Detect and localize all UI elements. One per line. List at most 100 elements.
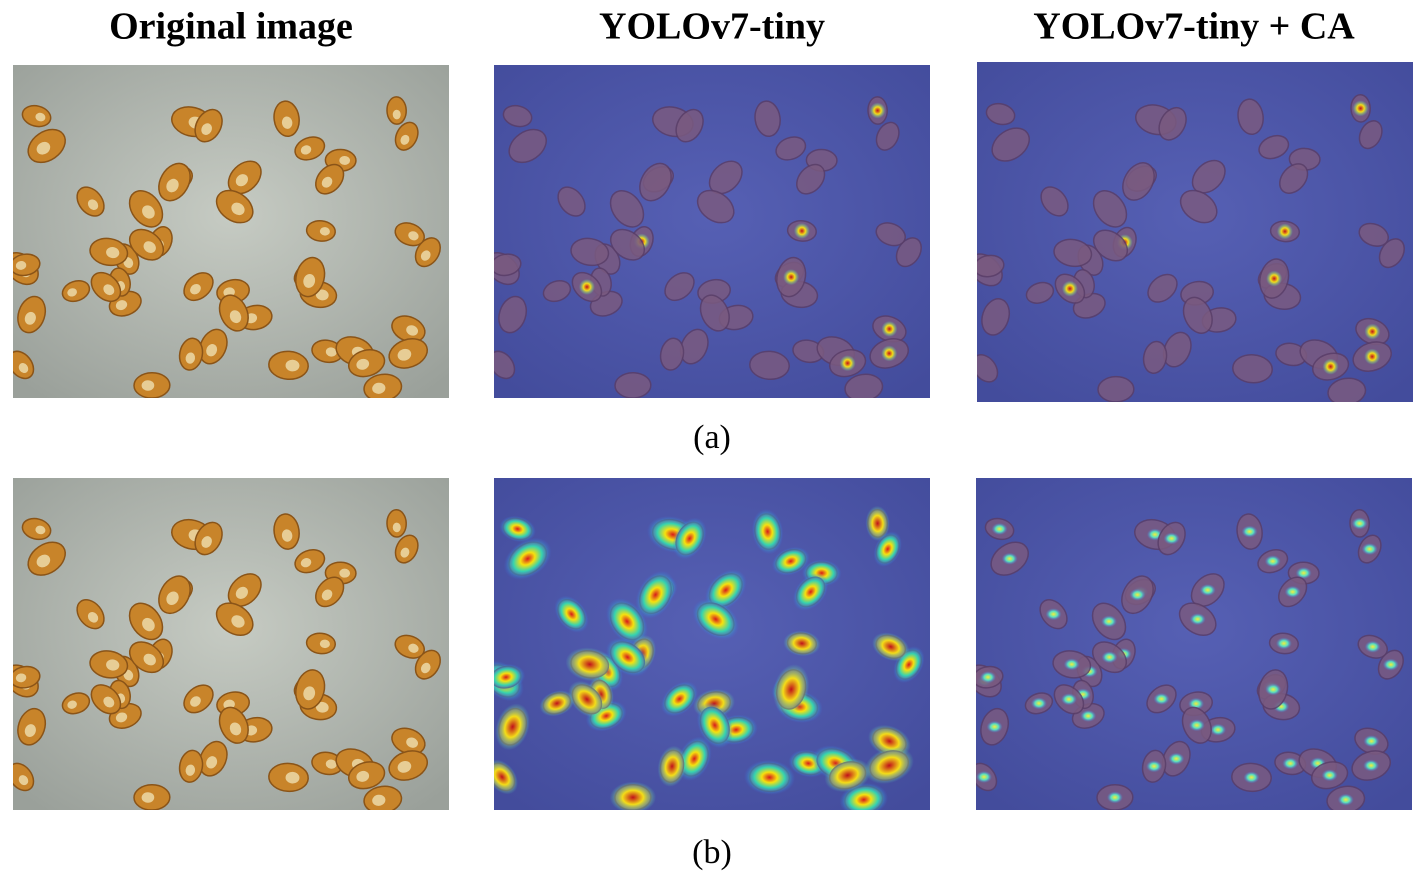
kernel-germ (231, 615, 245, 628)
heat-spot (1275, 637, 1292, 650)
kernel (1053, 238, 1093, 268)
image-panel (494, 478, 930, 810)
heat-spot (495, 703, 530, 751)
kernel-germ (142, 205, 155, 219)
kernel-germ (18, 363, 29, 374)
kernel (1358, 120, 1383, 150)
kernel-germ (235, 586, 248, 599)
kernel (1025, 281, 1055, 304)
column-title: YOLOv7-tiny + CA (1033, 6, 1355, 48)
heat-spot (554, 595, 589, 633)
kernel (1237, 98, 1264, 136)
heat-spot (494, 663, 526, 691)
kernel (895, 237, 922, 268)
row-label: (a) (693, 419, 731, 456)
kernel (609, 228, 646, 261)
kernel-germ (87, 199, 99, 211)
kernel (502, 104, 533, 128)
panel-content (13, 65, 449, 398)
heat-spot (657, 745, 687, 787)
kernel-germ (103, 284, 115, 296)
heat-spot (783, 269, 800, 286)
kernel-germ (206, 344, 218, 357)
kernel-germ (190, 696, 201, 707)
kernel (557, 186, 586, 217)
kernel (679, 328, 709, 365)
kernel (1147, 273, 1178, 303)
heat-spot (568, 680, 606, 718)
kernel-germ (24, 724, 36, 738)
kernel-germ (231, 202, 245, 216)
panel-background (13, 65, 449, 398)
heat-spot (771, 546, 810, 576)
kernel (1358, 222, 1389, 247)
heat-spot (1322, 358, 1339, 375)
heat-spot (578, 278, 595, 295)
image-panel (976, 478, 1412, 810)
kernel (1092, 229, 1129, 262)
kernel-germ (115, 712, 128, 723)
kernel (977, 254, 1005, 278)
kernel-germ (303, 274, 316, 288)
column-title: YOLOv7-tiny (599, 6, 825, 48)
kernel (1327, 377, 1367, 402)
kernel-germ (15, 673, 27, 683)
panel-background (13, 478, 449, 810)
kernel-germ (339, 568, 351, 578)
kernel (749, 350, 790, 381)
kernel-germ (372, 794, 386, 806)
heat-spot (635, 570, 676, 619)
kernel-germ (281, 529, 293, 542)
kernel-germ (285, 359, 300, 372)
heat-spot (865, 505, 890, 542)
kernel-germ (106, 659, 120, 671)
kernel (844, 373, 884, 398)
heat-spot (1045, 608, 1062, 621)
kernel (1378, 238, 1405, 269)
kernel-germ (115, 300, 128, 311)
kernel (981, 298, 1011, 336)
kernel (977, 354, 999, 383)
kernel-germ (235, 174, 248, 187)
kernel-germ (356, 770, 370, 782)
panel-content (494, 65, 930, 398)
kernel-germ (321, 589, 333, 601)
kernel-germ (408, 643, 419, 653)
heat-spot (696, 702, 733, 749)
heat-spot (1146, 760, 1163, 773)
kernel-germ (303, 686, 316, 701)
kernel-germ (143, 241, 156, 253)
heat-spot (824, 758, 871, 793)
kernel-germ (408, 231, 419, 241)
kernel-germ (201, 536, 212, 548)
heat-spot (1363, 735, 1380, 748)
kernel-germ (15, 261, 27, 270)
kernel (985, 102, 1016, 126)
heat-spot (1363, 759, 1380, 772)
kernel-germ (300, 558, 312, 568)
kernel-germ (36, 141, 51, 155)
kernel-germ (400, 547, 410, 558)
kernel (1182, 296, 1213, 334)
kernel-germ (406, 737, 419, 748)
heat-spot (792, 573, 829, 611)
row-label: (b) (692, 834, 732, 871)
kernel-germ (281, 116, 293, 129)
heat-spot (1382, 658, 1399, 671)
heat-spot (1101, 615, 1118, 628)
heat-spot (1060, 693, 1077, 706)
kernel (796, 163, 826, 195)
kernel (1258, 134, 1290, 160)
kernel-germ (87, 611, 99, 623)
kernel (494, 253, 522, 277)
heat-spot (1321, 769, 1338, 782)
heat-spot (1276, 223, 1293, 240)
heat-spot (1163, 532, 1180, 545)
heat-spot (1295, 567, 1312, 580)
heat-spot (1364, 640, 1381, 653)
heat-spot (1266, 270, 1283, 287)
kernel-germ (201, 123, 212, 135)
heat-spot (565, 647, 614, 682)
heat-spot (1364, 323, 1381, 340)
